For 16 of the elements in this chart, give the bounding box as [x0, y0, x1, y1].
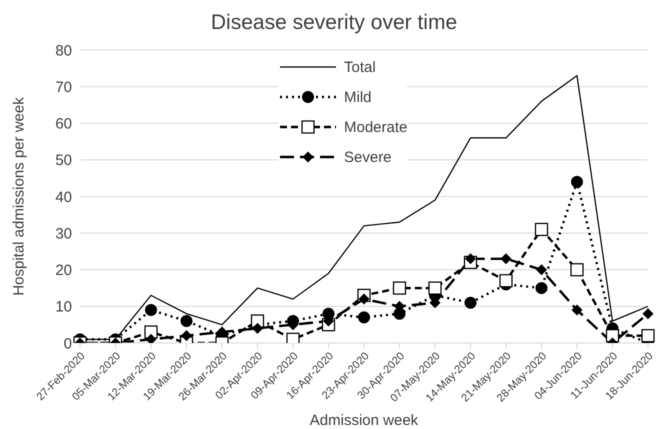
legend-label: Moderate	[344, 118, 408, 136]
y-tick-label: 40	[55, 188, 72, 206]
y-tick-label: 0	[64, 335, 72, 352]
y-tick-label: 50	[55, 152, 72, 170]
y-tick-label: 70	[55, 78, 72, 96]
y-tick-label: 80	[55, 42, 72, 60]
y-tick-label: 60	[55, 116, 72, 133]
y-tick-label: 30	[55, 225, 72, 242]
legend-label: Severe	[344, 148, 392, 166]
legend-label: Total	[344, 58, 376, 76]
legend-label: Mild	[344, 88, 372, 106]
x-axis-title: Admission week	[310, 412, 419, 429]
y-axis-title: Hospital admissions per week	[10, 96, 28, 296]
y-tick-label: 10	[55, 298, 72, 316]
chart-title: Disease severity over time	[210, 10, 458, 36]
y-tick-label: 20	[55, 262, 72, 280]
